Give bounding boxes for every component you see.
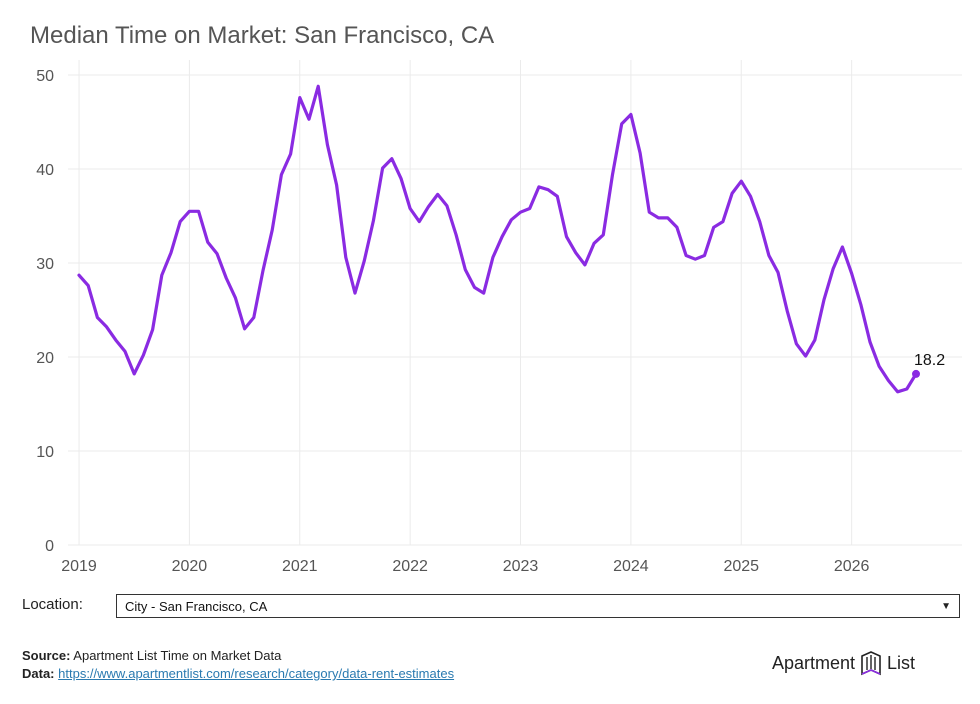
chevron-down-icon: ▼ <box>941 600 951 612</box>
chart-title: Median Time on Market: San Francisco, CA <box>30 22 495 49</box>
y-tick-label: 20 <box>36 350 54 367</box>
x-tick-label: 2026 <box>834 558 870 575</box>
y-tick-label: 0 <box>45 538 54 555</box>
x-tick-label: 2022 <box>392 558 428 575</box>
x-tick-label: 2021 <box>282 558 318 575</box>
y-tick-label: 30 <box>36 256 54 273</box>
grid <box>68 60 962 546</box>
x-axis-ticks: 2019 2020 2021 2022 2023 2024 2025 2026 <box>61 558 869 575</box>
location-select-value: City - San Francisco, CA <box>125 598 268 614</box>
logo-text-right: List <box>887 652 916 673</box>
source-text: Apartment List Time on Market Data <box>70 648 282 663</box>
end-point-marker <box>912 369 921 378</box>
y-tick-label: 10 <box>36 444 54 461</box>
y-tick-label: 50 <box>36 68 54 85</box>
x-tick-label: 2020 <box>172 558 208 575</box>
y-tick-label: 40 <box>36 162 54 179</box>
data-link[interactable]: https://www.apartmentlist.com/research/c… <box>58 666 455 681</box>
data-label: Data: <box>22 666 55 681</box>
source-line: Source: Apartment List Time on Market Da… <box>22 647 454 665</box>
data-line: Data: https://www.apartmentlist.com/rese… <box>22 665 454 683</box>
location-select[interactable]: City - San Francisco, CA ▼ <box>116 594 960 618</box>
x-tick-label: 2024 <box>613 558 649 575</box>
end-value-label: 18.2 <box>914 352 945 369</box>
x-tick-label: 2025 <box>723 558 759 575</box>
y-axis-ticks: 0 10 20 30 40 50 <box>36 68 54 555</box>
apartment-list-logo: Apartment List <box>772 650 915 676</box>
series-line <box>77 84 918 394</box>
line-chart: 0 10 20 30 40 50 2019 2020 2021 2022 2023 2024 2025… <box>36 60 962 575</box>
logo-text-left: Apartment <box>772 652 856 673</box>
footer: Source: Apartment List Time on Market Da… <box>22 647 454 683</box>
x-tick-label: 2019 <box>61 558 97 575</box>
data-points <box>79 86 916 392</box>
x-tick-label: 2023 <box>503 558 539 575</box>
location-label: Location: <box>22 596 83 613</box>
source-label: Source: <box>22 648 71 663</box>
building-icon <box>861 651 881 676</box>
